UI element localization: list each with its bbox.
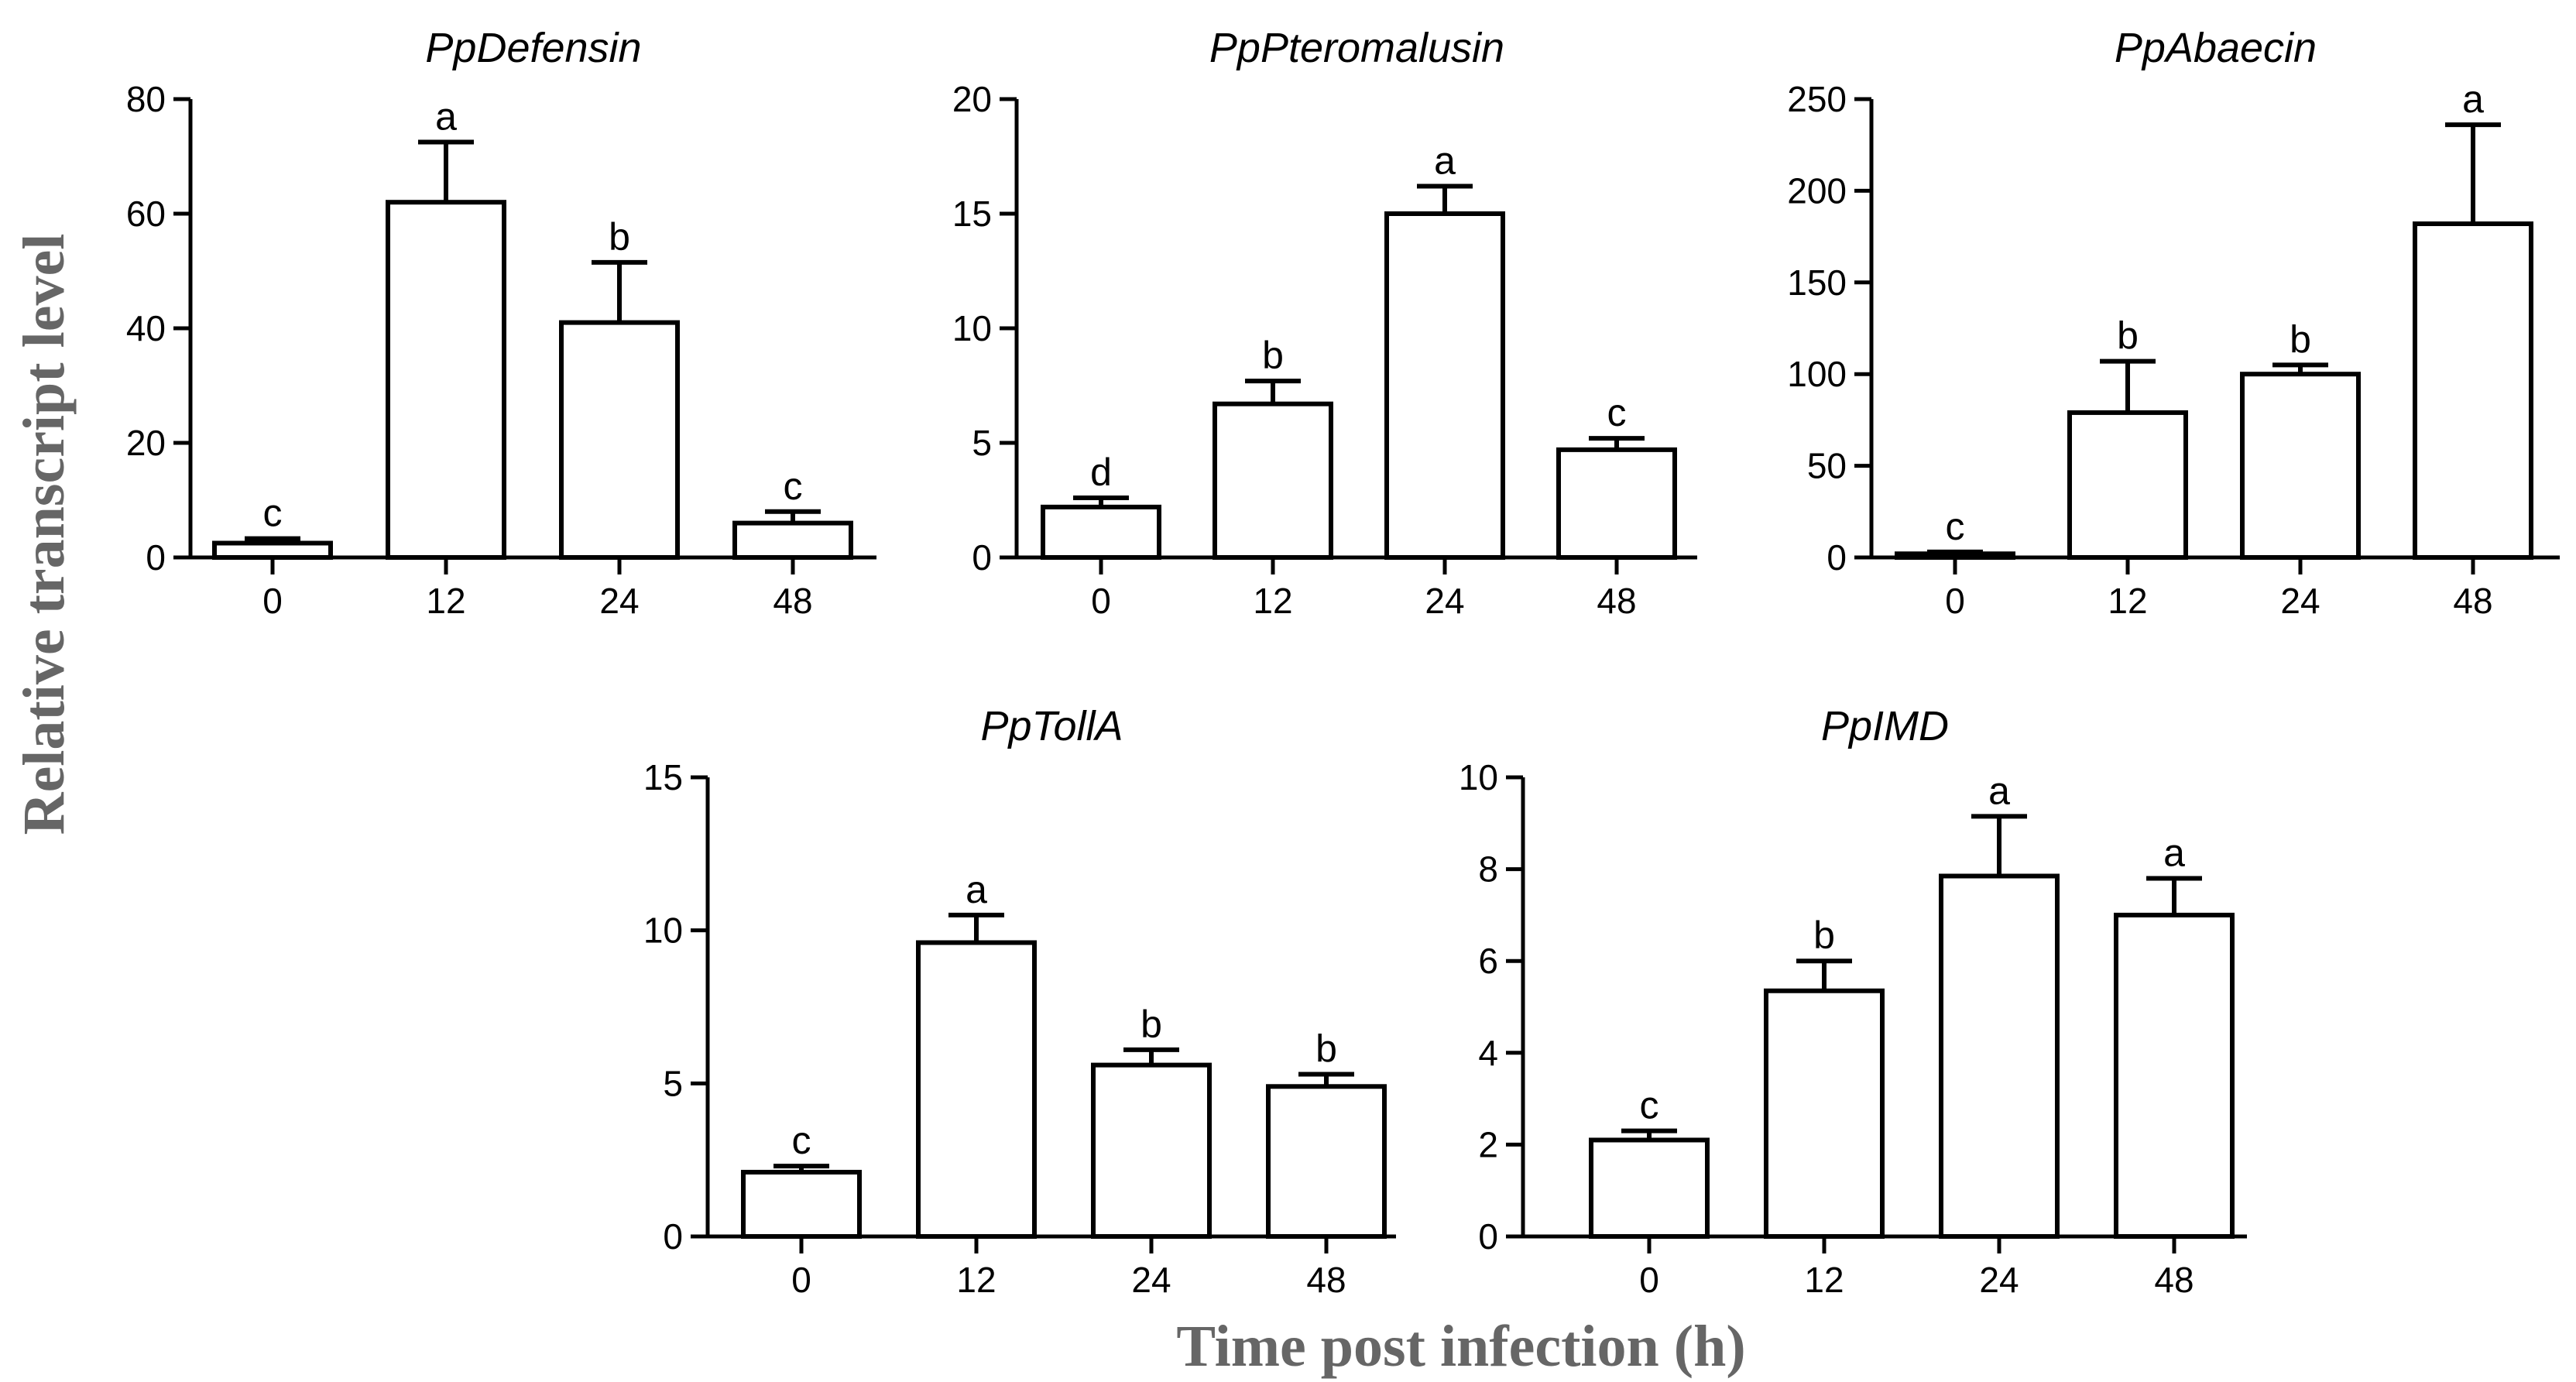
x-tick-label: 12 [2108, 581, 2147, 621]
x-tick-label: 0 [1639, 1260, 1659, 1300]
y-axis-title: Relative transcript level [12, 234, 77, 835]
significance-label: a [1434, 139, 1456, 182]
y-tick-label: 5 [663, 1063, 683, 1103]
x-tick-label: 24 [1425, 581, 1464, 621]
y-tick-label: 60 [126, 194, 166, 234]
bar-0h [741, 1169, 862, 1239]
x-tick-label: 12 [956, 1260, 996, 1300]
significance-label: a [435, 95, 457, 139]
bar-48h [1556, 447, 1677, 560]
significance-label: a [1988, 769, 2010, 812]
bar-24h [2240, 372, 2361, 561]
significance-label: a [966, 868, 987, 911]
bar-0h [1895, 551, 2015, 560]
significance-label: c [784, 465, 803, 508]
x-tick-label: 0 [1091, 581, 1111, 621]
panel-title: PpAbaecin [2115, 25, 2317, 71]
y-tick-label: 8 [1478, 849, 1498, 890]
x-tick-label: 24 [1979, 1260, 2019, 1300]
bar-12h [1213, 401, 1333, 560]
y-tick-label: 0 [972, 537, 992, 578]
x-tick-label: 12 [1253, 581, 1292, 621]
significance-label: b [1315, 1027, 1337, 1070]
x-tick-label: 48 [2154, 1260, 2194, 1300]
bar-12h [386, 200, 506, 560]
significance-label: c [1946, 505, 1965, 548]
y-tick-label: 10 [643, 910, 683, 951]
y-tick-label: 20 [126, 423, 166, 463]
x-tick-label: 12 [1804, 1260, 1844, 1300]
y-tick-label: 0 [1827, 537, 1847, 578]
y-tick-label: 50 [1807, 446, 1847, 486]
y-tick-label: 0 [146, 537, 166, 578]
bar-12h [2067, 410, 2188, 560]
panel-defensin: PpDefensin 0 20 40 60 80 c 0 a 12 b 24 c 48 [126, 25, 876, 621]
bar-0h [212, 540, 333, 560]
significance-label: b [609, 215, 630, 259]
y-tick-label: 0 [663, 1216, 683, 1257]
bar-0h [1589, 1137, 1710, 1239]
significance-label: b [1813, 914, 1835, 957]
panel-title: PpIMD [1821, 703, 1949, 749]
y-tick-label: 100 [1787, 354, 1847, 394]
bar-12h [1764, 988, 1885, 1239]
y-tick-label: 250 [1787, 79, 1847, 119]
bar-12h [916, 940, 1037, 1239]
significance-label: c [263, 492, 283, 535]
y-tick-label: 5 [972, 423, 992, 463]
x-tick-label: 24 [1131, 1260, 1171, 1300]
significance-label: a [2462, 77, 2484, 121]
y-tick-label: 150 [1787, 262, 1847, 303]
panel-title: PpTollA [980, 703, 1123, 749]
significance-label: d [1090, 451, 1112, 494]
bar-24h [1384, 211, 1505, 560]
significance-label: b [2117, 314, 2139, 358]
significance-label: c [792, 1119, 811, 1162]
panel-abaecin: PpAbaecin 0 50 100 150 200 250 c 0 b 12 b 24 a 48 [1787, 25, 2560, 621]
significance-label: b [1262, 334, 1284, 377]
y-tick-label: 15 [643, 757, 683, 797]
y-tick-label: 20 [952, 79, 992, 119]
x-tick-label: 0 [791, 1260, 811, 1300]
y-tick-label: 15 [952, 194, 992, 234]
bar-24h [559, 320, 680, 560]
panel-pteromalusin: PpPteromalusin 0 5 10 15 20 d 0 b 12 a 24 c 48 [952, 25, 1697, 621]
significance-label: b [2290, 317, 2311, 361]
x-tick-label: 48 [1306, 1260, 1346, 1300]
y-tick-label: 80 [126, 79, 166, 119]
panel-tolla: PpTollA 0 5 10 15 c 0 a 12 b 24 b 48 [643, 703, 1396, 1300]
bar-48h [732, 520, 853, 560]
y-tick-label: 4 [1478, 1033, 1498, 1073]
x-axis-title: Time post infection (h) [1176, 1314, 1745, 1379]
x-tick-label: 48 [2453, 581, 2492, 621]
y-tick-label: 0 [1478, 1216, 1498, 1257]
significance-label: b [1141, 1003, 1162, 1046]
bar-48h [1266, 1084, 1387, 1239]
x-tick-label: 24 [2280, 581, 2320, 621]
x-tick-label: 48 [773, 581, 812, 621]
x-tick-label: 0 [1945, 581, 1965, 621]
y-tick-label: 40 [126, 308, 166, 348]
panel-title: PpPteromalusin [1209, 25, 1504, 71]
x-tick-label: 48 [1597, 581, 1636, 621]
bar-24h [1939, 873, 2060, 1239]
significance-label: a [2163, 831, 2185, 874]
y-tick-label: 10 [1459, 757, 1498, 797]
significance-label: c [1607, 391, 1627, 434]
x-tick-label: 0 [262, 581, 283, 621]
bar-0h [1041, 504, 1161, 561]
x-tick-label: 24 [599, 581, 639, 621]
y-tick-label: 10 [952, 308, 992, 348]
y-tick-label: 2 [1478, 1124, 1498, 1164]
x-tick-label: 12 [426, 581, 465, 621]
significance-label: c [1640, 1084, 1659, 1127]
bar-48h [2413, 221, 2533, 560]
bar-24h [1091, 1062, 1212, 1239]
panel-title: PpDefensin [425, 25, 641, 71]
bar-48h [2114, 912, 2235, 1240]
y-tick-label: 6 [1478, 941, 1498, 981]
y-tick-label: 200 [1787, 170, 1847, 211]
